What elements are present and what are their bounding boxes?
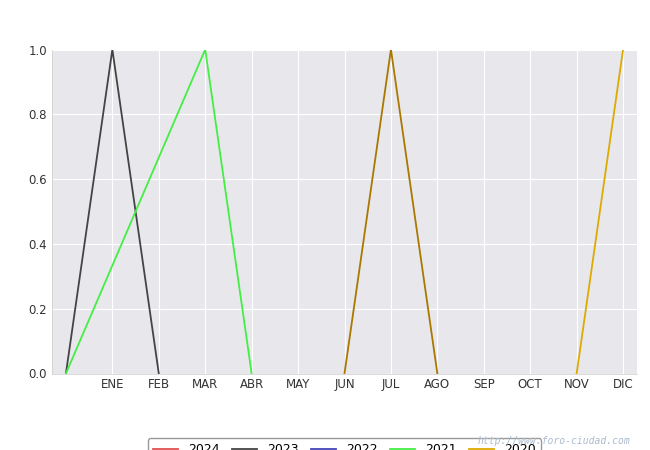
Legend: 2024, 2023, 2022, 2021, 2020: 2024, 2023, 2022, 2021, 2020 — [148, 438, 541, 450]
Text: http://www.foro-ciudad.com: http://www.foro-ciudad.com — [478, 436, 630, 446]
Text: Matriculaciones de Vehiculos en Villar y Velasco: Matriculaciones de Vehiculos en Villar y… — [109, 11, 541, 29]
